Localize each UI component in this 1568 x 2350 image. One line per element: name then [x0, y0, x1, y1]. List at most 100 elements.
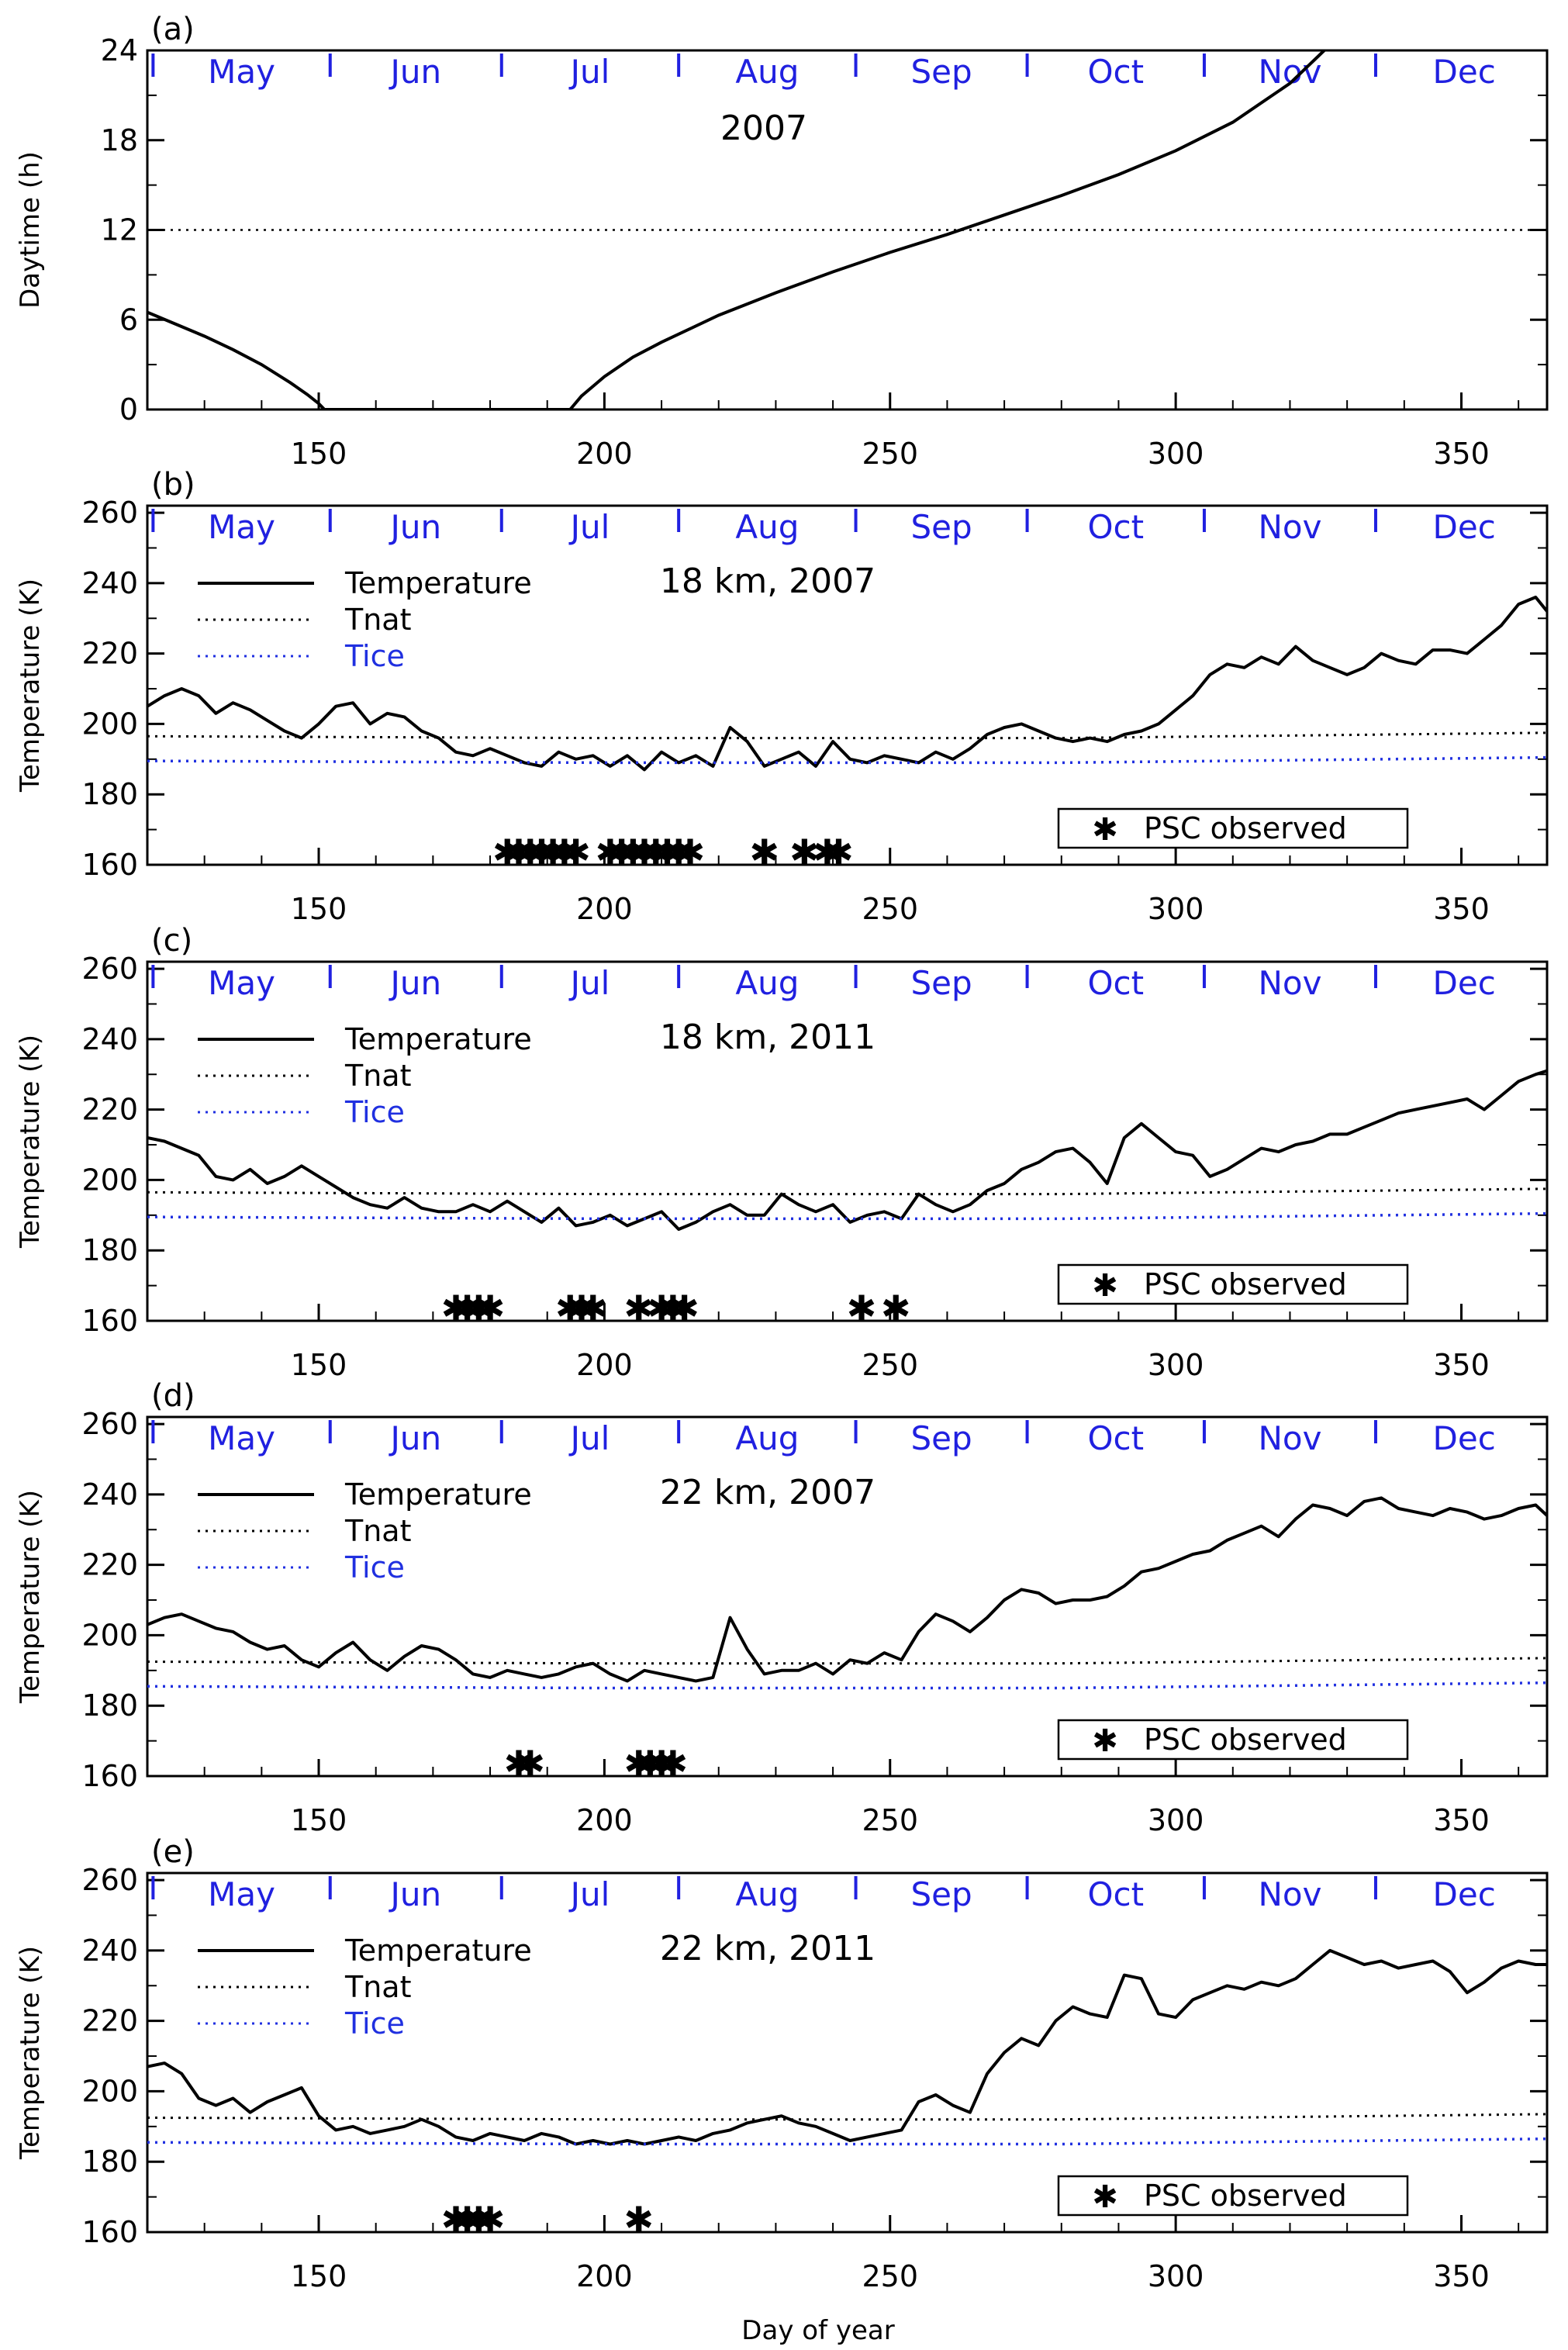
month-label: Jun — [388, 53, 441, 91]
month-label: Nov — [1258, 964, 1321, 1002]
month-label: May — [208, 1875, 275, 1913]
x-tick-label: 350 — [1433, 2259, 1490, 2293]
tice-line — [147, 2137, 1547, 2146]
y-tick-label: 160 — [81, 1304, 138, 1338]
y-tick-label: 12 — [101, 213, 138, 247]
psc-marker: ✱ — [647, 1287, 677, 1329]
plot-frame — [146, 504, 1549, 866]
psc-marker: ✱ — [749, 831, 779, 873]
month-label: Dec — [1433, 964, 1496, 1002]
y-tick-label: 180 — [81, 777, 138, 811]
y-tick-label: 260 — [81, 496, 138, 530]
psc-marker: ✱ — [567, 1287, 597, 1329]
legend-label-tice: Tice — [344, 1550, 405, 1585]
month-label: Oct — [1087, 508, 1144, 546]
x-tick-label: 300 — [1148, 2259, 1204, 2293]
panel-c: (c) 160 180 200 220 240 260 Temperature (K) 150 2… — [15, 923, 1549, 1382]
psc-marker: ✱ — [515, 831, 545, 873]
x-tick-label: 250 — [862, 1348, 918, 1382]
psc-marker: ✱ — [561, 831, 591, 873]
psc-legend-marker: ✱ — [1092, 1723, 1118, 1759]
y-tick-label: 260 — [81, 1407, 138, 1441]
psc-marker: ✱ — [550, 831, 580, 873]
psc-marker: ✱ — [595, 831, 625, 873]
y-tick-label: 240 — [81, 1934, 138, 1968]
psc-marker: ✱ — [641, 831, 671, 873]
psc-legend-marker: ✱ — [1092, 2179, 1118, 2215]
psc-marker: ✱ — [647, 1743, 677, 1785]
panel-label: (b) — [151, 467, 195, 503]
daytime-curve-late — [568, 50, 1326, 410]
month-label: Sep — [910, 53, 972, 91]
month-label: May — [208, 53, 275, 91]
y-tick-label: 160 — [81, 848, 138, 882]
month-label: Dec — [1433, 1419, 1496, 1457]
psc-marker: ✱ — [789, 831, 820, 873]
month-label: Aug — [735, 1875, 799, 1913]
y-tick-label: 24 — [101, 33, 138, 67]
psc-marker: ✱ — [630, 831, 660, 873]
legend-label-tnat: Tnat — [344, 1970, 411, 2004]
tnat-line — [147, 1657, 1547, 1665]
panel-annotation: 22 km, 2007 — [660, 1473, 876, 1512]
month-label: Jun — [388, 508, 441, 546]
month-label: Nov — [1258, 1419, 1321, 1457]
psc-marker: ✱ — [515, 1743, 545, 1785]
plot-area: ✱✱ ✱✱✱✱ — [147, 1496, 1547, 1785]
month-label: Sep — [910, 1875, 972, 1913]
month-label: May — [208, 964, 275, 1002]
y-tick-label: 220 — [81, 1548, 138, 1582]
y-tick-label: 200 — [81, 707, 138, 741]
y-tick-label: 180 — [81, 2144, 138, 2179]
panel-label: (a) — [151, 12, 195, 47]
month-label: Jul — [568, 1875, 610, 1913]
psc-legend-box — [1057, 807, 1409, 849]
temperature-line — [147, 1069, 1547, 1231]
psc-marker: ✱ — [578, 1287, 608, 1329]
month-label: Jul — [568, 508, 610, 546]
y-tick-label: 220 — [81, 637, 138, 671]
psc-legend-box — [1057, 1719, 1409, 1761]
panel-annotation: 22 km, 2011 — [660, 1929, 876, 1968]
month-label: Jun — [388, 1419, 441, 1457]
panel-e: (e) 160 180 200 220 240 260 Temperature (K) 150 2… — [15, 1834, 1549, 2293]
psc-marker: ✱ — [658, 1287, 689, 1329]
psc-legend-label: PSC observed — [1144, 2179, 1347, 2213]
month-label: Dec — [1433, 1875, 1496, 1913]
psc-legend-marker: ✱ — [1092, 1268, 1118, 1304]
x-axis-title: Day of year — [741, 2315, 894, 2346]
y-tick-label: 180 — [81, 1233, 138, 1267]
legend-label-tnat: Tnat — [344, 1514, 411, 1548]
month-label: Sep — [910, 1419, 972, 1457]
plot-frame — [146, 1871, 1549, 2234]
legend-label-tice: Tice — [344, 639, 405, 673]
psc-marker: ✱ — [441, 2199, 471, 2241]
month-label: May — [208, 508, 275, 546]
x-tick-label: 300 — [1148, 437, 1204, 471]
psc-marker: ✱ — [475, 1287, 506, 1329]
month-label: Oct — [1087, 964, 1144, 1002]
psc-marker: ✱ — [847, 1287, 877, 1329]
x-tick-label: 250 — [862, 892, 918, 926]
x-tick-label: 200 — [576, 1348, 633, 1382]
psc-legend-box — [1057, 2175, 1409, 2217]
psc-marker: ✱ — [538, 831, 568, 873]
x-tick-label: 200 — [576, 437, 633, 471]
y-tick-label: 240 — [81, 1477, 138, 1512]
x-tick-label: 250 — [862, 1803, 918, 1837]
psc-legend-label: PSC observed — [1144, 1723, 1347, 1757]
x-tick-label: 350 — [1433, 1803, 1490, 1837]
psc-marker: ✱ — [623, 1287, 654, 1329]
x-tick-label: 350 — [1433, 892, 1490, 926]
plot-frame — [146, 960, 1549, 1322]
plot-area — [147, 50, 1547, 410]
y-axis-title: Temperature (K) — [15, 579, 46, 793]
x-tick-label: 250 — [862, 437, 918, 471]
y-tick-label: 200 — [81, 1618, 138, 1652]
y-axis-title: Temperature (K) — [15, 1946, 46, 2160]
y-tick-label: 220 — [81, 2004, 138, 2038]
y-tick-label: 160 — [81, 1759, 138, 1793]
y-axis-title: Temperature (K) — [15, 1035, 46, 1249]
psc-legend-box — [1057, 1263, 1409, 1305]
